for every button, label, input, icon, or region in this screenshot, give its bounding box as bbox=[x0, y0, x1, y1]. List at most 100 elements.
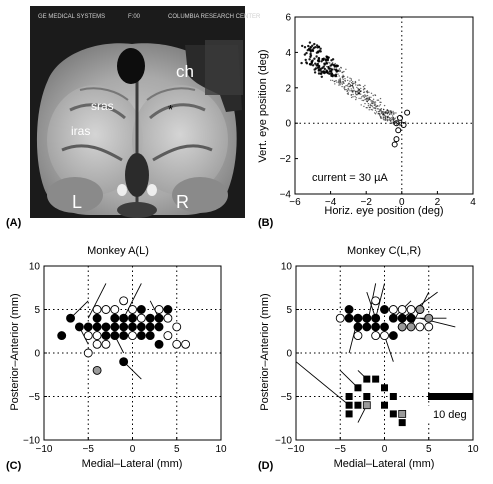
eye-position-dot bbox=[354, 90, 356, 93]
eye-position-dot bbox=[333, 68, 336, 70]
panel-b-current-text: current = 30 µA bbox=[312, 172, 388, 184]
eye-position-dot bbox=[350, 82, 353, 84]
site-open-circle bbox=[397, 305, 407, 314]
eye-position-dot bbox=[343, 87, 345, 89]
eye-position-dot bbox=[384, 118, 386, 120]
eye-position-dot bbox=[380, 117, 382, 120]
site-filled-circle bbox=[83, 322, 93, 332]
y-tick-label: 4 bbox=[285, 48, 291, 59]
scale-bar-label: 10 deg bbox=[433, 409, 467, 421]
eye-position-dot bbox=[349, 84, 351, 86]
eye-position-dot bbox=[363, 96, 365, 99]
eye-position-dot bbox=[390, 119, 393, 121]
eye-position-dot bbox=[326, 65, 328, 68]
eye-position-dot bbox=[376, 99, 378, 101]
site-filled-square bbox=[345, 393, 353, 400]
eye-position-dot bbox=[305, 51, 308, 55]
eye-position-dot bbox=[314, 67, 318, 70]
panel-label-b: (B) bbox=[258, 217, 274, 229]
eye-position-dot bbox=[376, 105, 378, 107]
site-open-circle bbox=[83, 331, 93, 341]
eye-position-dot bbox=[358, 84, 360, 86]
eye-position-dot bbox=[383, 111, 385, 113]
site-filled-circle bbox=[57, 331, 67, 341]
site-open-circle bbox=[92, 339, 102, 349]
eye-position-dot bbox=[333, 80, 335, 83]
eye-position-dot bbox=[320, 60, 323, 63]
eye-position-dot bbox=[390, 110, 392, 113]
site-filled-circle bbox=[380, 305, 389, 314]
eye-position-dot bbox=[321, 66, 324, 70]
site-gray-circle bbox=[397, 322, 407, 332]
eye-position-dot bbox=[366, 97, 368, 99]
fixation-point bbox=[404, 109, 411, 116]
eye-position-dot bbox=[317, 57, 321, 61]
site-filled-circle bbox=[163, 305, 173, 314]
site-filled-square bbox=[381, 384, 388, 392]
y-tick-label: 5 bbox=[286, 305, 292, 316]
site-filled-circle bbox=[353, 322, 363, 332]
eye-position-dot bbox=[386, 112, 388, 115]
y-tick-label: 10 bbox=[29, 262, 41, 273]
eye-position-dot bbox=[380, 108, 383, 110]
eye-position-dot bbox=[319, 47, 322, 50]
x-tick-label: 0 bbox=[130, 444, 136, 455]
eye-position-dot bbox=[363, 87, 365, 90]
x-tick-label: −4 bbox=[325, 197, 337, 208]
eye-position-dot bbox=[349, 77, 351, 79]
eye-position-dot bbox=[357, 92, 359, 94]
eye-position-dot bbox=[371, 105, 374, 107]
eye-position-dot bbox=[346, 85, 349, 87]
eye-position-dot bbox=[391, 115, 394, 117]
site-open-circle bbox=[119, 296, 129, 306]
y-tick-label: −5 bbox=[281, 392, 293, 403]
label-right: R bbox=[176, 192, 189, 212]
eye-position-dot bbox=[386, 109, 388, 111]
eye-position-dot bbox=[348, 82, 350, 85]
mri-header-left: GE MEDICAL SYSTEMS bbox=[38, 14, 105, 20]
site-open-circle bbox=[128, 305, 137, 314]
eye-position-dot bbox=[373, 104, 376, 107]
eye-position-dot bbox=[311, 49, 315, 53]
eye-position-dot bbox=[335, 79, 337, 82]
eye-position-dot bbox=[331, 62, 334, 64]
eye-position-dot bbox=[379, 104, 382, 106]
eye-position-dot bbox=[323, 71, 326, 75]
eye-position-dot bbox=[368, 97, 370, 99]
site-filled-circle bbox=[344, 305, 354, 314]
eye-position-dot bbox=[352, 89, 354, 92]
eye-position-dot bbox=[308, 41, 312, 44]
eye-position-dot bbox=[374, 94, 377, 97]
fixation-point bbox=[397, 114, 404, 121]
eye-position-dot bbox=[385, 115, 387, 117]
eye-position-dot bbox=[335, 64, 338, 68]
site-filled-circle bbox=[145, 313, 155, 323]
eye-position-dot bbox=[360, 97, 362, 100]
eye-position-dot bbox=[339, 77, 341, 80]
eye-position-dot bbox=[331, 74, 334, 78]
eye-position-dot bbox=[317, 45, 321, 49]
eye-position-dot bbox=[382, 118, 384, 120]
eye-position-dot bbox=[338, 80, 340, 83]
eye-position-dot bbox=[370, 92, 373, 95]
eye-position-dot bbox=[392, 122, 394, 124]
eye-position-dot bbox=[337, 73, 339, 75]
eye-position-dot bbox=[348, 88, 350, 91]
eye-position-dot bbox=[360, 104, 362, 106]
eye-position-dot bbox=[340, 66, 342, 69]
eye-position-dot bbox=[315, 44, 319, 47]
eye-position-dot bbox=[369, 105, 372, 107]
site-gray-circle bbox=[415, 305, 425, 314]
eye-position-dot bbox=[352, 81, 354, 83]
eye-position-dot bbox=[352, 87, 355, 89]
mri-header-right: COLUMBIA RESEARCH CENTER bbox=[168, 14, 261, 20]
y-tick-label: −2 bbox=[280, 154, 292, 165]
eye-position-dot bbox=[392, 120, 395, 122]
x-tick-label: 10 bbox=[215, 444, 227, 455]
eye-position-dot bbox=[313, 71, 317, 74]
eye-position-dot bbox=[328, 73, 330, 76]
eye-position-dot bbox=[317, 72, 321, 75]
eye-position-dot bbox=[380, 101, 382, 104]
site-filled-circle bbox=[371, 313, 381, 323]
